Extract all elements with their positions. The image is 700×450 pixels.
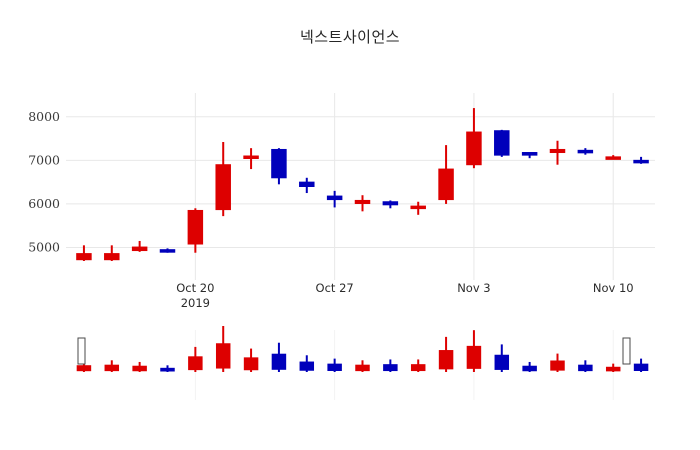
date-tick-label: Oct 27 [316,281,354,295]
candlestick [494,129,510,157]
candle-body [271,148,287,179]
candle-body [299,181,315,187]
volume-mark [438,336,454,372]
volume-mark [578,360,593,372]
price-tick-label: 5000 [28,240,60,255]
volume-mark [104,360,120,372]
volume-range-marker-left[interactable] [77,337,86,365]
volume-mark [327,358,342,372]
candlestick [271,148,287,185]
volume-body [160,367,175,372]
volume-mark [188,346,203,372]
candle-body [382,201,399,206]
candlestick [354,195,371,212]
candlestick [605,155,621,160]
date-tick-label: Nov 3 [457,281,490,295]
date-tick-label: Oct 20 [176,281,214,295]
volume-body [132,365,147,372]
candle-body [605,156,621,160]
volume-mark [215,326,231,372]
volume-body [438,350,454,370]
volume-range-marker-right[interactable] [622,337,631,365]
volume-mark [522,361,537,372]
volume-mark [271,342,287,372]
volume-body [494,354,510,370]
candle-body [326,195,343,201]
price-tick-label: 7000 [28,152,60,167]
price-tick-label: 8000 [28,109,60,124]
candlestick [577,148,594,155]
page-title: 넥스트사이언스 [299,28,401,46]
volume-body [633,363,649,371]
volume-mark [494,344,510,372]
candlestick [410,201,426,215]
volume-body [522,365,537,372]
volume-body [355,364,370,372]
candle-body [466,131,482,166]
candle-body [549,148,566,154]
volume-body [76,365,92,372]
candlestick [382,200,399,209]
volume-mark [243,348,259,372]
volume-body [215,343,231,369]
candlestick [76,245,92,262]
volume-mark [299,355,315,372]
candlestick [633,156,649,164]
volume-mark [633,358,649,372]
candlestick [521,152,538,159]
candlestick [326,190,343,208]
candlestick [466,108,482,169]
volume-mark [383,359,398,372]
volume-mark [550,353,565,372]
candle-body [131,246,148,252]
volume-mark [605,363,621,372]
candle-body [354,199,371,204]
price-tick-label: 6000 [28,196,60,211]
volume-mark [160,365,175,372]
date-tick-label: Nov 10 [593,281,634,295]
volume-body [410,364,426,372]
candlestick [159,248,176,253]
volume-body [104,364,120,372]
candle-body [577,149,594,154]
candlestick [215,142,231,217]
candlestick [243,148,259,170]
volume-mark [355,360,370,372]
candle-body [76,253,92,261]
candlestick [438,145,454,204]
candlestick [187,208,204,253]
candle-body [494,130,510,156]
candlestick [104,245,120,262]
candle-body [187,209,204,245]
candle-body [438,168,454,201]
volume-body [327,363,342,371]
volume-body [466,345,482,369]
volume-body [605,366,621,372]
candle-body [410,205,426,210]
volume-mark [132,361,147,372]
candle-body [633,159,649,164]
volume-body [550,360,565,371]
candle-body [521,152,538,156]
volume-mark [410,359,426,372]
candle-body [243,155,259,159]
candle-body [159,249,176,253]
volume-body [243,357,259,371]
candle-body [104,253,120,261]
candlestick [299,177,315,194]
candlestick [549,140,566,165]
volume-body [383,364,398,372]
volume-body [299,361,315,371]
date-tick-sublabel: 2019 [181,296,210,310]
volume-body [188,356,203,371]
volume-body [578,364,593,372]
volume-mark [466,330,482,372]
volume-body [271,353,287,370]
candlestick [131,240,148,252]
candle-body [215,164,231,211]
